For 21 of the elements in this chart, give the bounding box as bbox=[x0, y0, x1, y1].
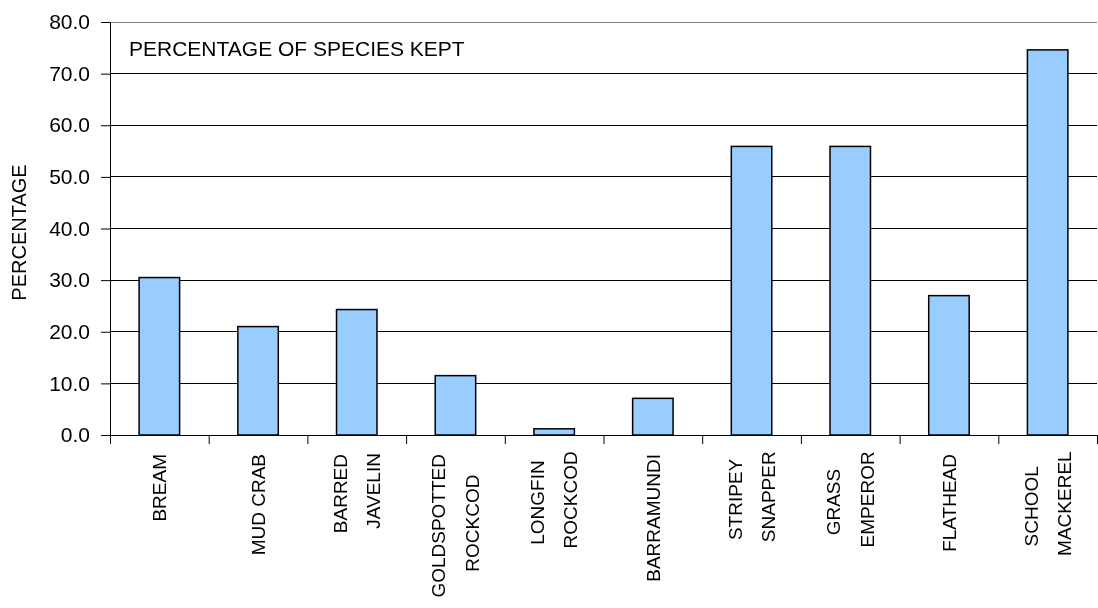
x-tick-label: GRASS EMPEROR bbox=[823, 451, 878, 553]
y-tick-label: 10.0 bbox=[49, 371, 90, 395]
x-tick-label: BREAM bbox=[149, 454, 170, 522]
y-axis-title: PERCENTAGE bbox=[8, 164, 30, 301]
x-tick-label: STRIPEY SNAPPER bbox=[724, 451, 779, 548]
y-tick-label: 70.0 bbox=[49, 61, 90, 85]
y-tick-label: 30.0 bbox=[49, 268, 90, 292]
x-tick-label: BARRED JAVELIN bbox=[329, 453, 385, 535]
y-tick-label: 50.0 bbox=[49, 165, 90, 189]
x-tick-label: FLATHEAD bbox=[938, 454, 960, 552]
y-tick-label: 0.0 bbox=[60, 423, 90, 447]
x-tick-label: SCHOOL MACKEREL bbox=[1020, 451, 1075, 562]
x-tick-label: LONGFIN ROCKCOD bbox=[527, 451, 582, 554]
x-tick-label: MUD CRAB bbox=[247, 454, 269, 556]
x-tick-label: BARRAMUNDI bbox=[642, 454, 664, 582]
y-tick-label: 60.0 bbox=[49, 113, 90, 137]
text: PERCENTAGE OF SPECIES KEPT bbox=[129, 37, 465, 60]
y-tick-label: 20.0 bbox=[49, 319, 90, 343]
y-tick-label: 80.0 bbox=[49, 10, 90, 34]
y-tick-label: 40.0 bbox=[49, 216, 90, 240]
x-tick-label: GOLDSPOTTED ROCKCOD bbox=[428, 454, 483, 598]
